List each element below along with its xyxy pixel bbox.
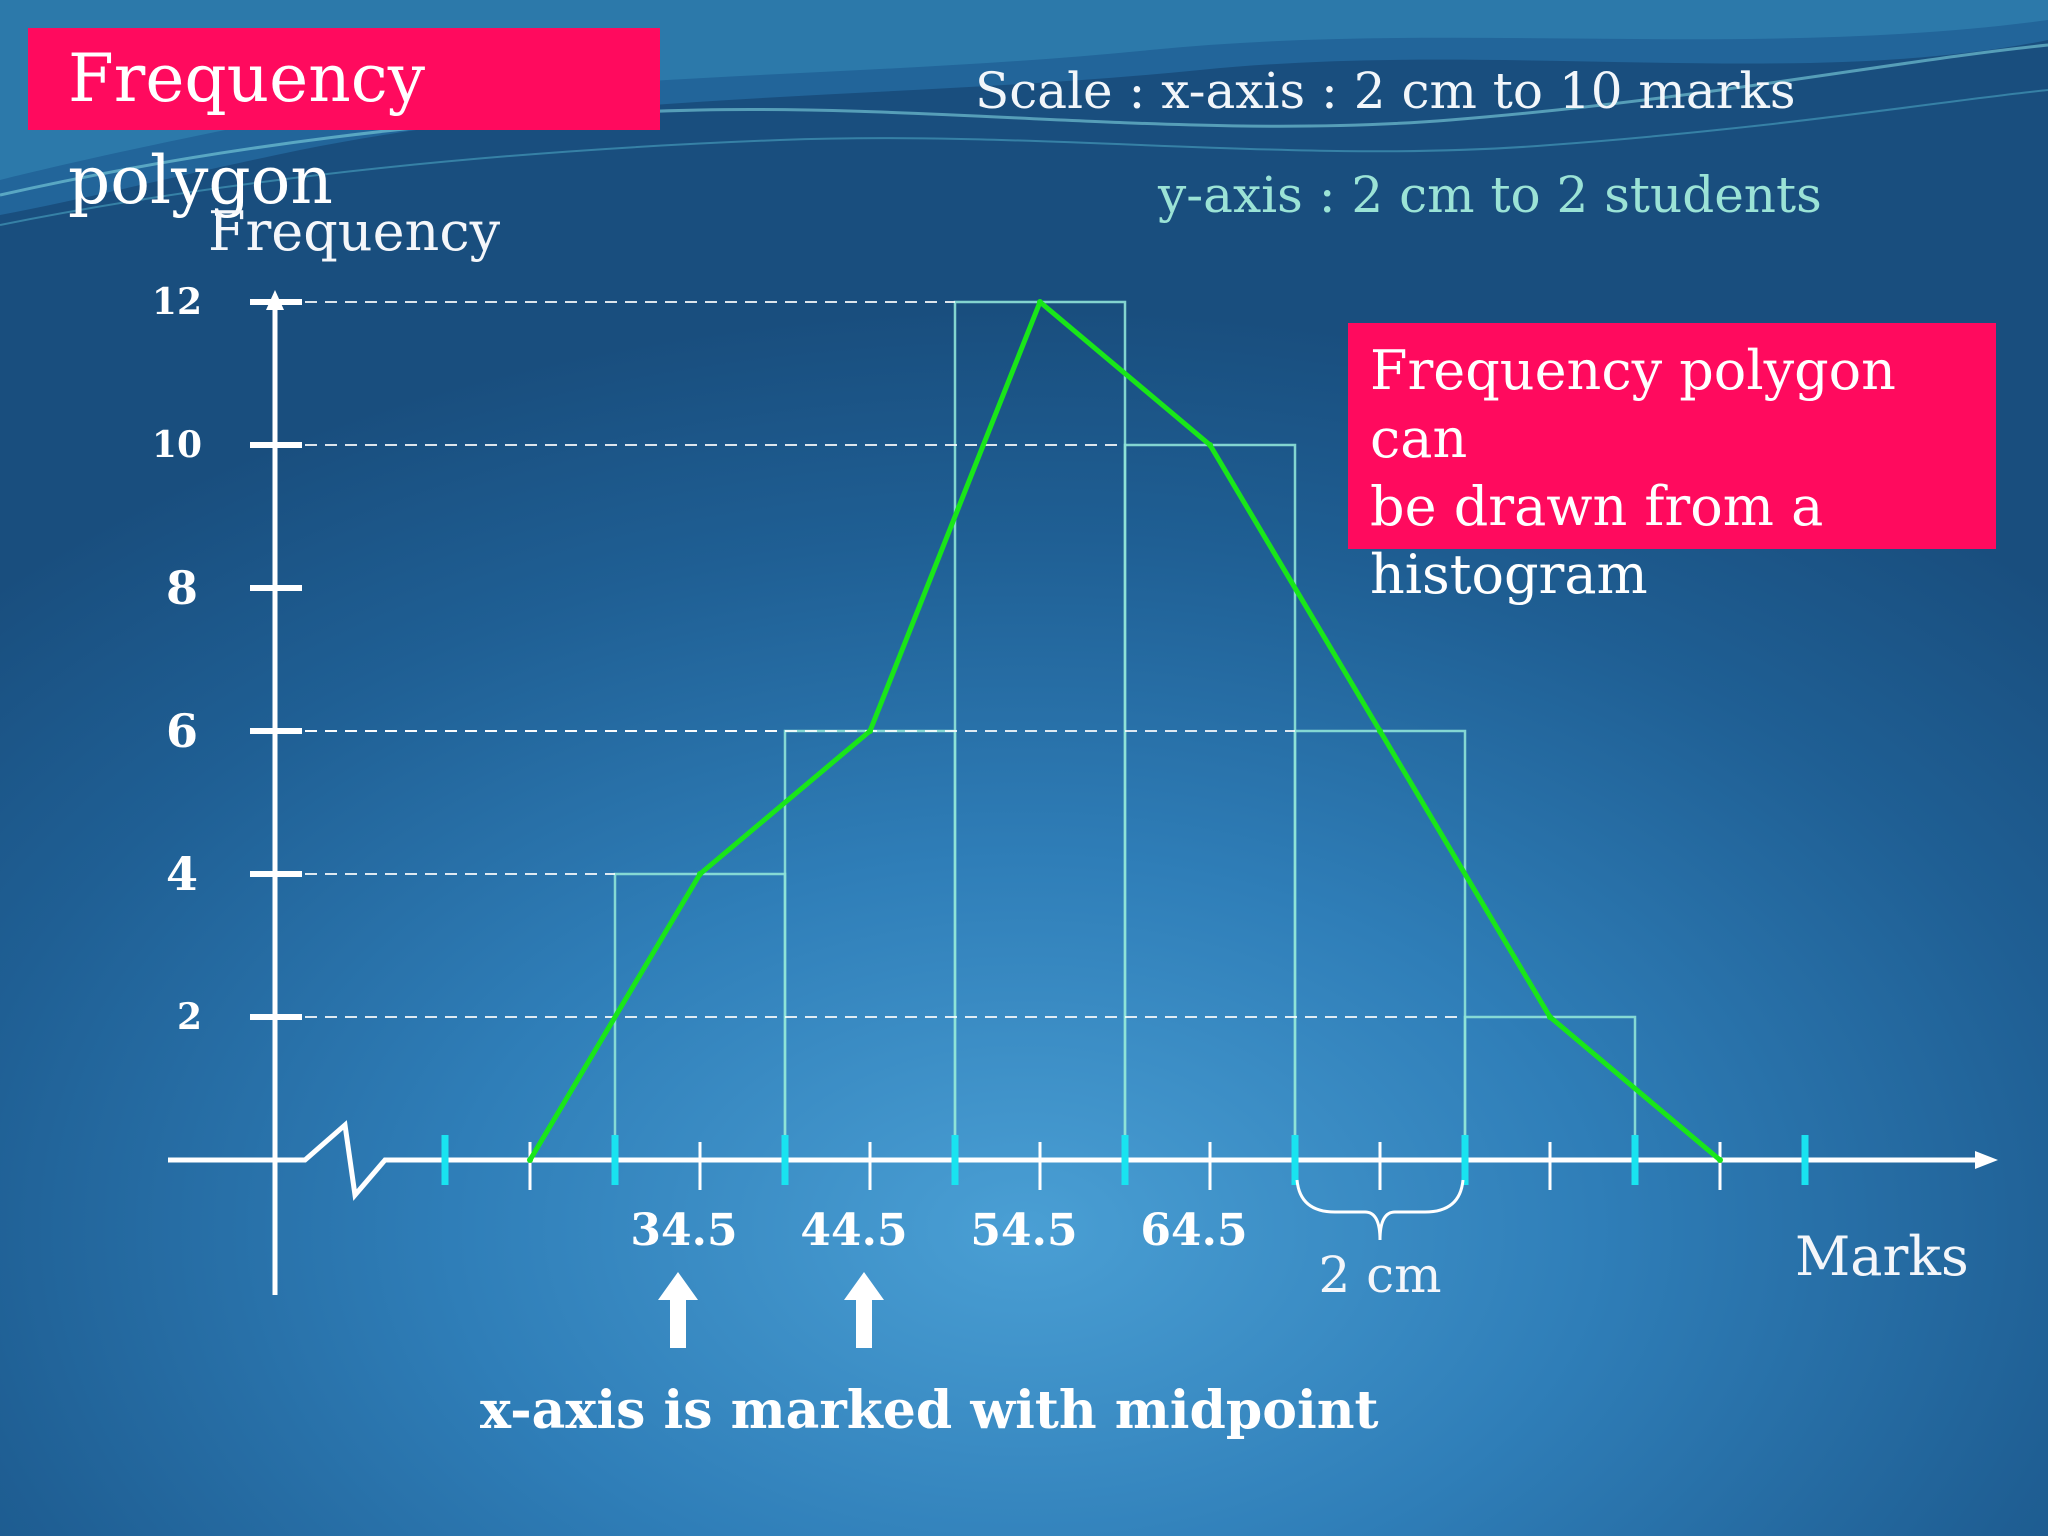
axes-layer: Frequency Marks — [168, 200, 1998, 1295]
polygon-point — [1547, 1014, 1553, 1020]
y-tick-label: 8 — [166, 561, 198, 615]
midpoint-note: x-axis is marked with midpoint — [480, 1380, 1379, 1441]
guide-lines-layer — [285, 301, 1465, 1018]
x-tick-label: 64.5 — [1140, 1205, 1247, 1256]
y-axis-label: Frequency — [208, 200, 501, 263]
y-tick-label: 6 — [166, 704, 198, 758]
histogram-bar — [613, 872, 787, 1162]
polygon-point — [1717, 1157, 1723, 1163]
y-tick-label: 12 — [152, 281, 202, 323]
note-line-3: histogram — [1370, 543, 1648, 606]
ticks-layer: 2 4 6 8 10 12 34.5 44.5 54.5 64.5 — [152, 281, 1809, 1256]
histogram-bar — [1463, 1015, 1637, 1162]
x-tick-label: 54.5 — [970, 1205, 1077, 1256]
x-axis-arrow — [1975, 1151, 1998, 1169]
brace-shape — [1295, 1179, 1465, 1241]
up-arrow-icon — [658, 1272, 698, 1348]
x-axis-label: Marks — [1795, 1225, 1969, 1288]
polygon-layer — [527, 299, 1723, 1163]
x-tick-label: 44.5 — [800, 1205, 907, 1256]
histogram-bar — [783, 729, 957, 1162]
brace: 2 cm — [1295, 1179, 1465, 1304]
note-box: Frequency polygon can be drawn from a hi… — [1348, 323, 1996, 606]
polygon-point — [1037, 299, 1043, 305]
polygon-point — [527, 1157, 533, 1163]
scale-x-axis-text: Scale : x-axis : 2 cm to 10 marks — [975, 62, 1796, 120]
note-line-1: Frequency polygon can — [1370, 339, 1896, 470]
brace-label: 2 cm — [1318, 1246, 1441, 1304]
histogram-bar — [1123, 443, 1297, 1162]
midpoint-arrows — [658, 1272, 884, 1348]
y-tick-label: 2 — [177, 996, 202, 1038]
note-line-2: be drawn from a — [1370, 475, 1824, 538]
histogram-bar — [953, 300, 1127, 1162]
histogram-bar — [1293, 729, 1467, 1162]
y-tick-label: 4 — [166, 847, 198, 901]
scale-y-axis-text: y-axis : 2 cm to 2 students — [1158, 166, 1822, 224]
polygon-point — [867, 728, 873, 734]
y-tick-label: 10 — [152, 424, 202, 466]
polygon-point — [1207, 442, 1213, 448]
x-axis-line — [168, 1120, 1980, 1201]
x-tick-label: 34.5 — [630, 1205, 737, 1256]
polygon-point — [1377, 728, 1383, 734]
polygon-line — [527, 299, 1722, 1162]
polygon-point — [697, 871, 703, 877]
up-arrow-icon — [844, 1272, 884, 1348]
slide-title: Frequency polygon — [28, 28, 660, 219]
